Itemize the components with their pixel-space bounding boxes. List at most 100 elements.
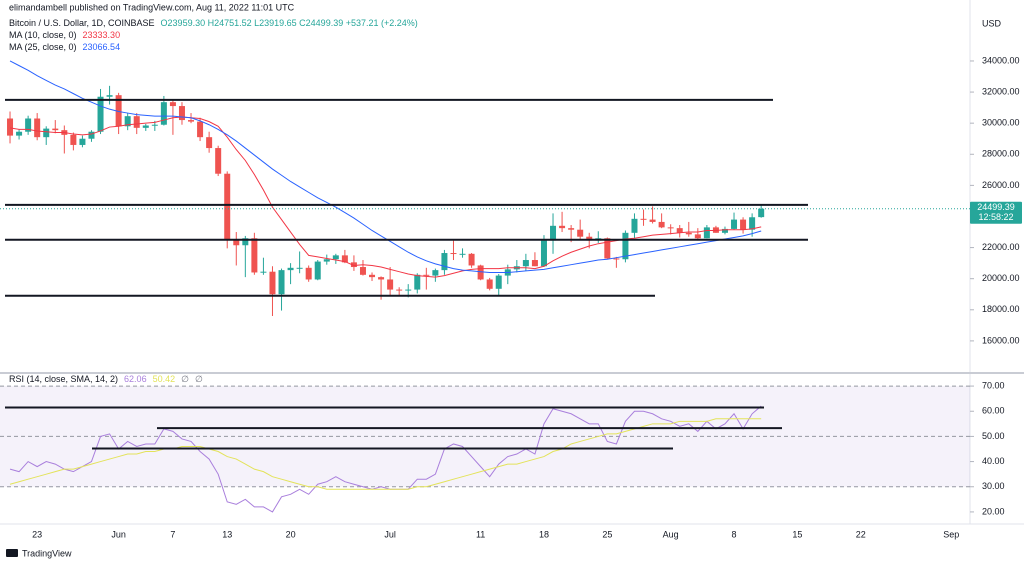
candle-body: [251, 238, 258, 273]
candle-body: [378, 277, 385, 280]
y-tick-label: 50.00: [982, 431, 1005, 441]
candle-body: [323, 259, 330, 262]
candle-body: [133, 116, 140, 128]
candle-body: [568, 228, 575, 230]
candle-body: [676, 228, 683, 233]
y-tick-label: 20.00: [982, 506, 1005, 516]
x-tick-label: 22: [856, 529, 866, 539]
line: [9, 116, 762, 278]
candle-body: [169, 102, 176, 107]
candle-body: [622, 232, 629, 260]
ma-name: MA (25, close, 0): [9, 42, 77, 52]
y-tick-label: 30.00: [982, 481, 1005, 491]
symbol-title: Bitcoin / U.S. Dollar, 1D, COINBASE: [9, 18, 155, 28]
x-tick-label: 23: [32, 529, 42, 539]
candle-body: [559, 225, 566, 229]
y-tick-label: 26000.00: [982, 180, 1020, 190]
candle-body: [151, 124, 158, 126]
candle-body: [586, 236, 593, 241]
x-tick-label: Jul: [384, 529, 396, 539]
x-tick-label: Jun: [111, 529, 126, 539]
rsi-value: ∅: [195, 374, 203, 384]
candle-body: [178, 106, 185, 121]
last-price-box: [970, 201, 1022, 224]
candle-body: [124, 116, 131, 127]
rsi-title: RSI (14, close, SMA, 14, 2): [9, 374, 118, 384]
candle-body: [703, 227, 710, 239]
candle-body: [142, 125, 149, 128]
line: [9, 60, 762, 273]
candle-body: [540, 240, 547, 267]
candle-body: [278, 270, 285, 295]
candle-body: [160, 102, 167, 125]
candle-body: [731, 219, 738, 229]
rsi-value: 62.06: [124, 374, 147, 384]
x-tick-label: 7: [170, 529, 175, 539]
candle-body: [70, 134, 77, 145]
candle-body: [296, 267, 303, 269]
y-tick-label: 34000.00: [982, 55, 1020, 65]
candle-body: [414, 274, 421, 290]
x-tick-label: 20: [286, 529, 296, 539]
y-tick-label: 20000.00: [982, 273, 1020, 283]
candle-body: [423, 274, 430, 276]
candle-body: [550, 225, 557, 241]
y-tick-label: 32000.00: [982, 86, 1020, 96]
candle-body: [450, 253, 457, 255]
logo-icon: [6, 549, 18, 557]
candle-body: [34, 118, 41, 138]
candle-body: [224, 173, 231, 240]
y-tick-label: 28000.00: [982, 149, 1020, 159]
candle-body: [604, 238, 611, 259]
y-tick-label: 60.00: [982, 406, 1005, 416]
candle-body: [206, 137, 213, 149]
y-tick-label: 18000.00: [982, 304, 1020, 314]
candle-body: [287, 267, 294, 271]
x-tick-label: 11: [476, 529, 485, 539]
candle-body: [694, 234, 701, 239]
footer: TradingView: [22, 548, 72, 558]
candle-body: [387, 279, 394, 290]
last-price-label: 24499.39: [977, 202, 1015, 212]
candle-body: [79, 138, 86, 145]
ma-name: MA (10, close, 0): [9, 30, 77, 40]
candle-body: [685, 232, 692, 235]
ma-value: 23066.54: [83, 42, 121, 52]
candle-body: [16, 131, 23, 136]
y-tick-label: 40.00: [982, 456, 1005, 466]
candle-body: [97, 96, 104, 132]
x-tick-label: 18: [539, 529, 549, 539]
candle-body: [459, 253, 466, 255]
y-tick-label: 16000.00: [982, 335, 1020, 345]
x-tick-label: 8: [732, 529, 737, 539]
candle-body: [242, 238, 249, 246]
candle-body: [522, 260, 529, 267]
candle-body: [25, 118, 32, 132]
logo: TradingView: [6, 548, 72, 558]
ma-legend: MA (25, close, 0) 23066.54: [9, 42, 120, 52]
candle-body: [758, 208, 765, 218]
y-tick-label: 70.00: [982, 380, 1005, 390]
candle-body: [749, 217, 756, 230]
candle-body: [369, 274, 376, 278]
candle-body: [314, 261, 321, 280]
x-tick-label: Aug: [663, 529, 679, 539]
candle-body: [7, 118, 14, 136]
candle-body: [269, 271, 276, 295]
ohlc-values: O23959.30 H24751.52 L23919.65 C24499.39 …: [161, 18, 418, 28]
rsi-value: ∅: [181, 374, 189, 384]
candle-body: [359, 267, 366, 275]
candle-body: [531, 260, 538, 267]
candle-body: [341, 255, 348, 263]
candle-body: [305, 267, 312, 280]
candle-body: [495, 275, 502, 289]
currency: USD: [982, 18, 1002, 28]
candle-body: [477, 265, 484, 280]
candle-body: [405, 289, 412, 291]
rsi-legend: RSI (14, close, SMA, 14, 2) 62.06 50.42 ∅ ∅: [9, 374, 203, 384]
main-legend: Bitcoin / U.S. Dollar, 1D, COINBASE O2395…: [9, 18, 418, 28]
candle-body: [115, 95, 122, 127]
